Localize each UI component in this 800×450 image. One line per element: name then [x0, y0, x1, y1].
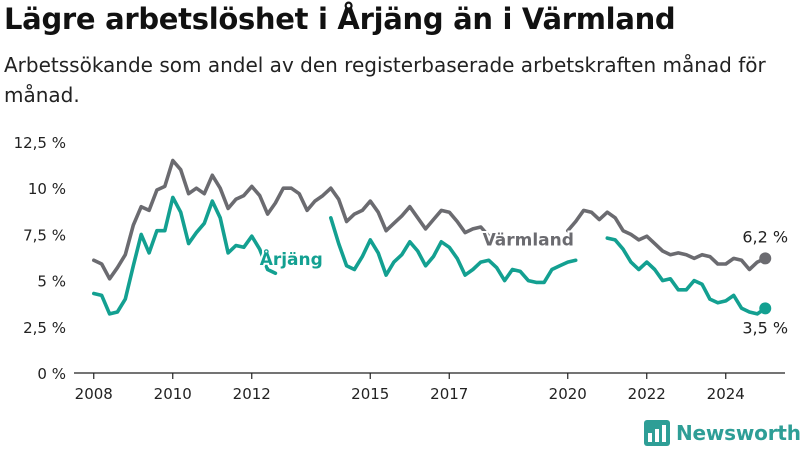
- chart-title: Lägre arbetslöshet i Årjäng än i Värmlan…: [4, 2, 676, 36]
- annotation-arjang: Årjäng: [260, 247, 323, 270]
- y-tick-label: 10 %: [28, 180, 66, 198]
- y-tick-label: 7,5 %: [23, 226, 66, 244]
- x-tick-label: 2020: [549, 385, 587, 403]
- x-tick-label: 2015: [351, 385, 389, 403]
- end-point-arjang: [759, 302, 772, 315]
- x-axis: 2008 2010 2012 2015 2017 2020 2022 2024: [74, 372, 785, 403]
- series-line-varmland: [92, 158, 768, 281]
- x-tick-label: 2024: [707, 385, 745, 403]
- y-tick-label: 0 %: [37, 365, 66, 383]
- y-axis: 0 % 2,5 % 5 % 7,5 % 10 % 12,5 %: [14, 134, 66, 383]
- y-tick-label: 5 %: [37, 273, 66, 291]
- chart-subtitle: Arbetssökande som andel av den registerb…: [4, 53, 766, 107]
- x-tick-label: 2008: [75, 385, 113, 403]
- series-lines: [92, 158, 772, 316]
- annotation-varmland: Värmland: [483, 230, 574, 250]
- brand-logo: Newsworthy: [644, 419, 800, 447]
- end-label-varmland: 6,2 %: [742, 227, 788, 246]
- y-tick-label: 2,5 %: [23, 319, 66, 337]
- x-tick-label: 2010: [154, 385, 192, 403]
- x-tick-label: 2012: [233, 385, 271, 403]
- series-line-arjang: [92, 195, 768, 316]
- newsworthy-logo-icon: [644, 420, 670, 446]
- y-tick-label: 12,5 %: [14, 134, 66, 152]
- x-tick-label: 2022: [628, 385, 666, 403]
- end-point-varmland: [759, 252, 772, 265]
- end-label-arjang: 3,5 %: [742, 318, 788, 337]
- x-tick-label: 2017: [430, 385, 468, 403]
- series-labels: 6,2 % 3,5 % Värmland Årjäng: [258, 227, 788, 337]
- brand-name: Newsworthy: [676, 421, 800, 445]
